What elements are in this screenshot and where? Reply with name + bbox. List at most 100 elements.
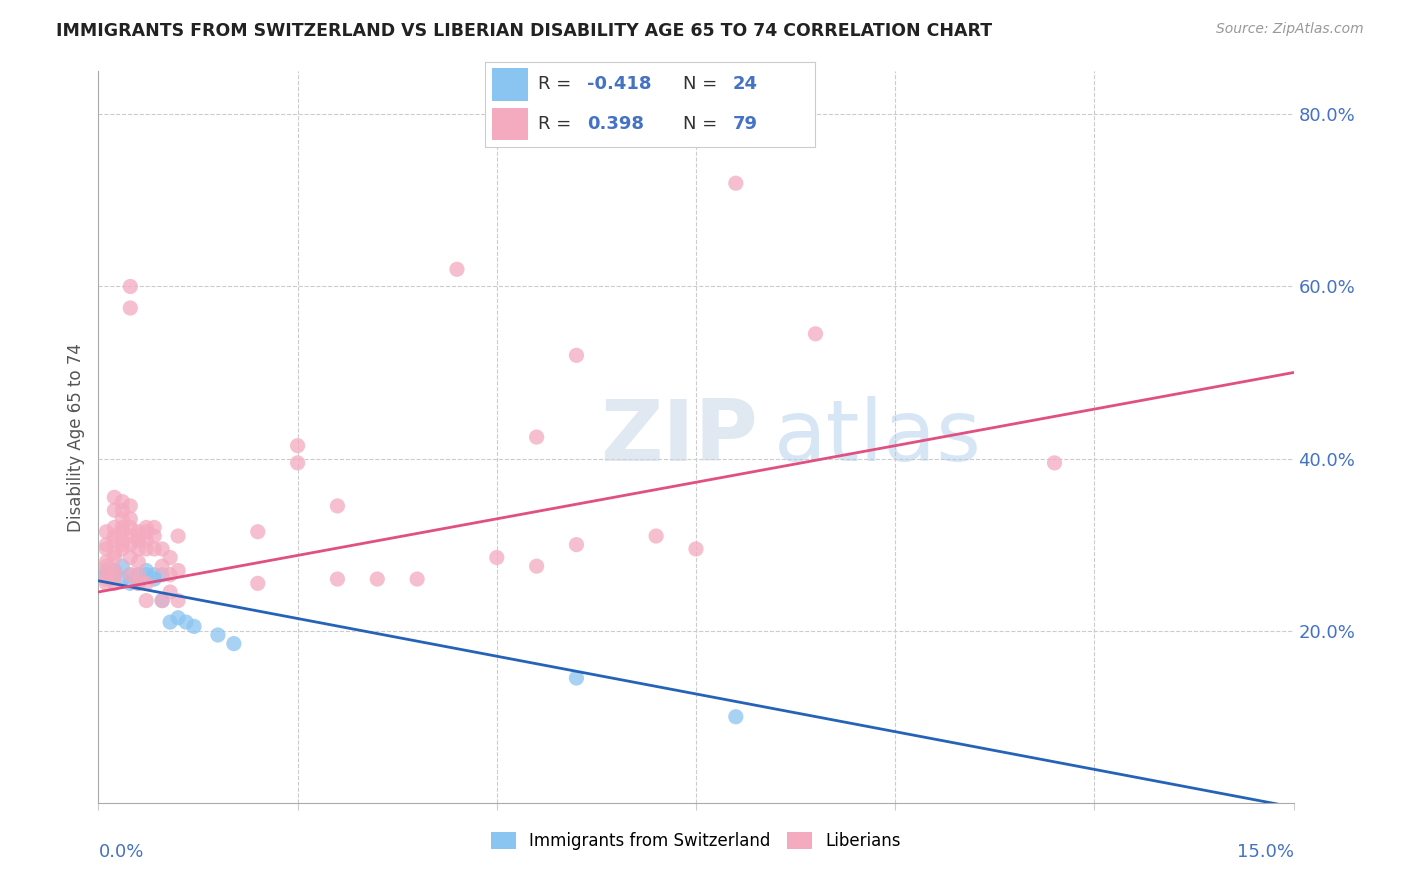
Point bbox=[724, 176, 747, 190]
Point bbox=[120, 576, 142, 591]
Point bbox=[167, 529, 190, 543]
Point bbox=[111, 524, 134, 539]
Point bbox=[96, 576, 118, 591]
Point bbox=[103, 533, 125, 548]
Point bbox=[150, 593, 173, 607]
Text: ZIP: ZIP bbox=[600, 395, 758, 479]
Point bbox=[103, 520, 125, 534]
Text: R =: R = bbox=[538, 76, 576, 94]
Point bbox=[127, 567, 149, 582]
Point bbox=[150, 593, 173, 607]
Point bbox=[326, 572, 349, 586]
Point bbox=[135, 541, 157, 556]
Text: 15.0%: 15.0% bbox=[1236, 843, 1294, 861]
Point bbox=[135, 533, 157, 548]
Text: IMMIGRANTS FROM SWITZERLAND VS LIBERIAN DISABILITY AGE 65 TO 74 CORRELATION CHAR: IMMIGRANTS FROM SWITZERLAND VS LIBERIAN … bbox=[56, 22, 993, 40]
Point bbox=[127, 533, 149, 548]
Point bbox=[103, 529, 125, 543]
Point bbox=[287, 456, 309, 470]
Point bbox=[127, 524, 149, 539]
Point bbox=[135, 593, 157, 607]
Point bbox=[120, 529, 142, 543]
Point bbox=[135, 567, 157, 582]
Point bbox=[103, 550, 125, 565]
Point bbox=[120, 301, 142, 315]
Point bbox=[103, 491, 125, 505]
Point bbox=[96, 555, 118, 569]
Point bbox=[103, 564, 125, 578]
Point bbox=[565, 348, 588, 362]
Point bbox=[96, 524, 118, 539]
Point bbox=[120, 512, 142, 526]
Point bbox=[127, 555, 149, 569]
Point bbox=[526, 559, 548, 574]
Text: 0.0%: 0.0% bbox=[98, 843, 143, 861]
Point bbox=[207, 628, 229, 642]
Point bbox=[685, 541, 707, 556]
Point bbox=[127, 567, 149, 582]
Text: -0.418: -0.418 bbox=[588, 76, 652, 94]
Point bbox=[222, 637, 245, 651]
Text: 0.398: 0.398 bbox=[588, 115, 644, 133]
Point bbox=[135, 524, 157, 539]
Legend: Immigrants from Switzerland, Liberians: Immigrants from Switzerland, Liberians bbox=[484, 825, 908, 856]
Point bbox=[446, 262, 468, 277]
Point bbox=[111, 503, 134, 517]
Point bbox=[565, 671, 588, 685]
Point bbox=[174, 615, 197, 629]
Point bbox=[111, 533, 134, 548]
Point bbox=[127, 529, 149, 543]
Point bbox=[103, 567, 125, 582]
Point bbox=[246, 576, 269, 591]
Point bbox=[135, 564, 157, 578]
Point bbox=[135, 520, 157, 534]
Point bbox=[143, 529, 166, 543]
Point bbox=[120, 499, 142, 513]
Point bbox=[645, 529, 668, 543]
Point bbox=[120, 567, 142, 582]
Text: Source: ZipAtlas.com: Source: ZipAtlas.com bbox=[1216, 22, 1364, 37]
Point bbox=[96, 541, 118, 556]
Point bbox=[120, 520, 142, 534]
Point bbox=[120, 279, 142, 293]
Point bbox=[167, 564, 190, 578]
Text: R =: R = bbox=[538, 115, 576, 133]
Point bbox=[565, 538, 588, 552]
Point bbox=[96, 538, 118, 552]
Point bbox=[159, 550, 181, 565]
Point bbox=[183, 619, 205, 633]
Point bbox=[150, 541, 173, 556]
Point bbox=[96, 567, 118, 582]
Point bbox=[103, 567, 125, 582]
Point bbox=[366, 572, 388, 586]
Point bbox=[159, 615, 181, 629]
Point bbox=[103, 503, 125, 517]
Text: N =: N = bbox=[683, 76, 723, 94]
Point bbox=[526, 430, 548, 444]
Point bbox=[167, 593, 190, 607]
Point bbox=[96, 559, 118, 574]
Point bbox=[143, 541, 166, 556]
Point bbox=[326, 499, 349, 513]
Point bbox=[246, 524, 269, 539]
Point bbox=[127, 576, 149, 591]
FancyBboxPatch shape bbox=[492, 69, 529, 101]
Point bbox=[96, 567, 118, 582]
Point bbox=[111, 520, 134, 534]
Point bbox=[150, 567, 173, 582]
Text: N =: N = bbox=[683, 115, 723, 133]
Point bbox=[103, 546, 125, 560]
Point bbox=[485, 550, 508, 565]
Point bbox=[127, 541, 149, 556]
Point bbox=[120, 567, 142, 582]
Text: atlas: atlas bbox=[773, 395, 981, 479]
Point bbox=[96, 564, 118, 578]
Point bbox=[111, 538, 134, 552]
Point bbox=[111, 494, 134, 508]
Text: 24: 24 bbox=[733, 76, 758, 94]
Text: 79: 79 bbox=[733, 115, 758, 133]
Point bbox=[150, 559, 173, 574]
Y-axis label: Disability Age 65 to 74: Disability Age 65 to 74 bbox=[67, 343, 86, 532]
Point bbox=[111, 572, 134, 586]
Point bbox=[127, 576, 149, 591]
